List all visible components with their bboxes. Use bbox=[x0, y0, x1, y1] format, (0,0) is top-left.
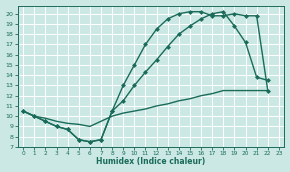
X-axis label: Humidex (Indice chaleur): Humidex (Indice chaleur) bbox=[96, 157, 206, 166]
